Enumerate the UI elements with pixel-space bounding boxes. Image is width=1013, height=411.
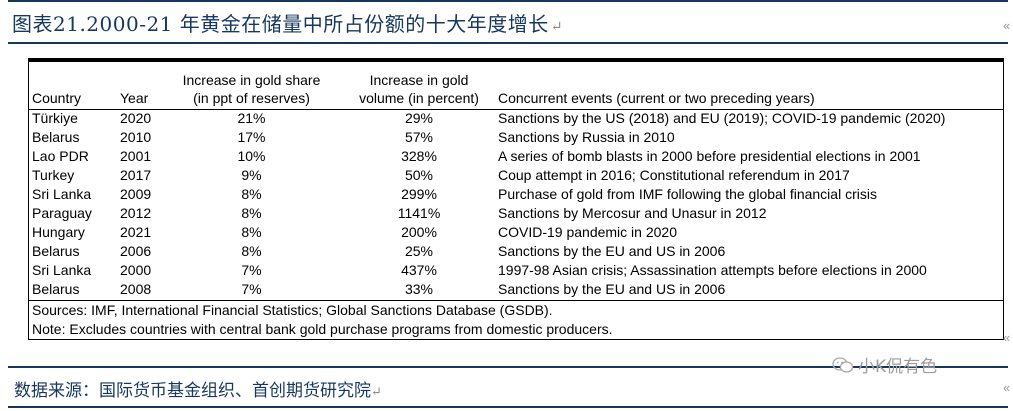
cell-year: 2020 bbox=[120, 110, 152, 126]
cell-country: Turkey bbox=[32, 167, 75, 183]
cell-year: 2009 bbox=[120, 186, 152, 202]
cell-share: 21% bbox=[237, 110, 266, 126]
cell-country: Hungary bbox=[32, 224, 85, 240]
cell-volume: 57% bbox=[404, 129, 434, 145]
source-line: 数据来源：国际货币基金组织、首创期货研究院↵ bbox=[14, 376, 382, 401]
header-share-line1: Increase in gold share bbox=[182, 72, 321, 88]
cell-year: 2012 bbox=[120, 205, 152, 221]
header-country: Country bbox=[32, 90, 82, 106]
source-text: 数据来源：国际货币基金组织、首创期货研究院 bbox=[14, 381, 371, 401]
header-share-line2: (in ppt of reserves) bbox=[193, 90, 310, 106]
cell-volume: 29% bbox=[404, 110, 434, 126]
cell-events: COVID-19 pandemic in 2020 bbox=[498, 224, 677, 240]
cell-volume: 25% bbox=[404, 243, 434, 259]
table-body: Türkiye 2020 21% 29% Sanctions by the US (20… bbox=[29, 109, 1003, 299]
cell-country: Sri Lanka bbox=[32, 186, 92, 202]
cell-events: Sanctions by Russia in 2010 bbox=[498, 129, 675, 145]
sources-note: Sources: IMF, International Financial St… bbox=[32, 302, 553, 318]
cell-share: 8% bbox=[241, 243, 262, 259]
table-notes: Sources: IMF, International Financial St… bbox=[29, 300, 1003, 339]
cell-share: 9% bbox=[241, 167, 262, 183]
cell-volume: 437% bbox=[401, 262, 437, 278]
table-row: Hungary 2021 8% 200% COVID-19 pandemic in 20… bbox=[29, 223, 1003, 242]
cell-country: Belarus bbox=[32, 129, 80, 145]
cell-country: Belarus bbox=[32, 243, 80, 259]
paragraph-mark: ↵ bbox=[371, 385, 382, 400]
cell-country: Sri Lanka bbox=[32, 262, 92, 278]
cell-events: Sanctions by the US (2018) and EU (2019)… bbox=[498, 110, 946, 126]
cell-year: 2010 bbox=[120, 129, 152, 145]
caption-divider bbox=[8, 42, 1008, 44]
cell-share: 8% bbox=[241, 186, 262, 202]
table-row: Paraguay 2012 8% 1141% Sanctions by Mercosur… bbox=[29, 204, 1003, 223]
caption-text: 图表21.2000-21 年黄金在储量中所占份额的十大年度增长 bbox=[12, 12, 549, 36]
table-row: Lao PDR 2001 10% 328% A series of bomb blast… bbox=[29, 147, 1003, 166]
cell-year: 2000 bbox=[120, 262, 152, 278]
table-row: Türkiye 2020 21% 29% Sanctions by the US (20… bbox=[29, 109, 1003, 128]
table-header: Country Year Increase in gold share (in … bbox=[29, 62, 1003, 110]
paragraph-mark: ↵ bbox=[550, 19, 564, 35]
table-row: Belarus 2006 8% 25% Sanctions by the EU and … bbox=[29, 242, 1003, 261]
cell-volume: 33% bbox=[404, 281, 434, 297]
cell-events: 1997-98 Asian crisis; Assassination atte… bbox=[498, 262, 927, 278]
margin-mark-icon: « bbox=[1003, 330, 1011, 345]
cell-year: 2006 bbox=[120, 243, 152, 259]
cell-volume: 328% bbox=[401, 148, 437, 164]
cell-year: 2008 bbox=[120, 281, 152, 297]
header-events: Concurrent events (current or two preced… bbox=[498, 90, 815, 106]
top-border bbox=[8, 0, 1008, 2]
exclusion-note: Note: Excludes countries with central ba… bbox=[32, 321, 613, 337]
header-volume: Increase in gold volume (in percent) bbox=[344, 71, 494, 107]
cell-volume: 200% bbox=[401, 224, 437, 240]
cell-events: Purchase of gold from IMF following the … bbox=[498, 186, 877, 202]
header-volume-line2: volume (in percent) bbox=[359, 90, 479, 106]
header-share: Increase in gold share (in ppt of reserv… bbox=[164, 71, 339, 107]
cell-share: 7% bbox=[241, 262, 262, 278]
data-table: Country Year Increase in gold share (in … bbox=[28, 61, 1004, 340]
cell-country: Paraguay bbox=[32, 205, 92, 221]
margin-mark-icon: « bbox=[1003, 18, 1011, 33]
table-row: Sri Lanka 2009 8% 299% Purchase of gold from… bbox=[29, 185, 1003, 204]
bottom-border bbox=[8, 406, 1008, 408]
cell-country: Türkiye bbox=[32, 110, 78, 126]
wechat-icon bbox=[832, 356, 854, 379]
cell-events: Sanctions by Mercosur and Unasur in 2012 bbox=[498, 205, 767, 221]
cell-volume: 299% bbox=[401, 186, 437, 202]
cell-share: 17% bbox=[237, 129, 266, 145]
cell-share: 7% bbox=[241, 281, 262, 297]
watermark-text: 小K侃有色 bbox=[858, 357, 938, 377]
cell-events: Sanctions by the EU and US in 2006 bbox=[498, 243, 726, 259]
cell-events: Sanctions by the EU and US in 2006 bbox=[498, 281, 726, 297]
table-top-bar bbox=[28, 58, 1004, 61]
cell-country: Lao PDR bbox=[32, 148, 89, 164]
table-row: Turkey 2017 9% 50% Coup attempt in 2016; Con… bbox=[29, 166, 1003, 185]
watermark: 小K侃有色 bbox=[832, 352, 937, 379]
source-divider bbox=[8, 366, 1008, 368]
cell-year: 2021 bbox=[120, 224, 152, 240]
figure-caption: 图表21.2000-21 年黄金在储量中所占份额的十大年度增长 ↵ bbox=[12, 8, 563, 37]
cell-share: 8% bbox=[241, 224, 262, 240]
table-row: Belarus 2008 7% 33% Sanctions by the EU and … bbox=[29, 280, 1003, 299]
cell-events: A series of bomb blasts in 2000 before p… bbox=[498, 148, 921, 164]
cell-share: 8% bbox=[241, 205, 262, 221]
cell-events: Coup attempt in 2016; Constitutional ref… bbox=[498, 167, 850, 183]
header-volume-line1: Increase in gold bbox=[369, 72, 469, 88]
cell-year: 2017 bbox=[120, 167, 152, 183]
cell-volume: 50% bbox=[404, 167, 434, 183]
cell-volume: 1141% bbox=[397, 205, 441, 221]
table-row: Belarus 2010 17% 57% Sanctions by Russia in … bbox=[29, 128, 1003, 147]
header-year: Year bbox=[120, 90, 149, 106]
margin-mark-icon: « bbox=[1003, 380, 1011, 395]
cell-country: Belarus bbox=[32, 281, 80, 297]
cell-year: 2001 bbox=[120, 148, 152, 164]
table-row: Sri Lanka 2000 7% 437% 1997-98 Asian crisis;… bbox=[29, 261, 1003, 280]
cell-share: 10% bbox=[237, 148, 266, 164]
